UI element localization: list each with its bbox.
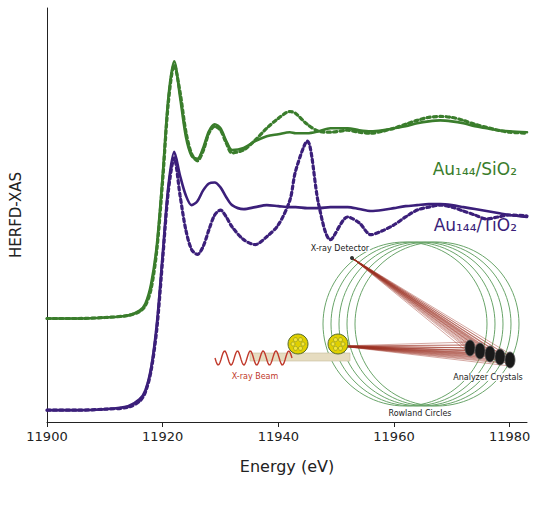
svg-text:11900: 11900 (26, 429, 67, 444)
svg-text:11920: 11920 (142, 429, 183, 444)
svg-text:11960: 11960 (373, 429, 414, 444)
svg-text:Au₁₄₄/TiO₂: Au₁₄₄/TiO₂ (434, 215, 517, 235)
svg-text:HERFD-XAS: HERFD-XAS (7, 172, 25, 258)
svg-text:11940: 11940 (258, 429, 299, 444)
svg-text:Analyzer Crystals: Analyzer Crystals (453, 373, 523, 382)
svg-text:Energy (eV): Energy (eV) (240, 457, 334, 476)
svg-text:11980: 11980 (489, 429, 530, 444)
svg-text:Rowland Circles: Rowland Circles (388, 409, 451, 418)
svg-text:X-ray Beam: X-ray Beam (232, 372, 279, 381)
svg-text:Au₁₄₄/SiO₂: Au₁₄₄/SiO₂ (433, 159, 517, 179)
svg-text:X-ray Detector: X-ray Detector (311, 244, 370, 253)
